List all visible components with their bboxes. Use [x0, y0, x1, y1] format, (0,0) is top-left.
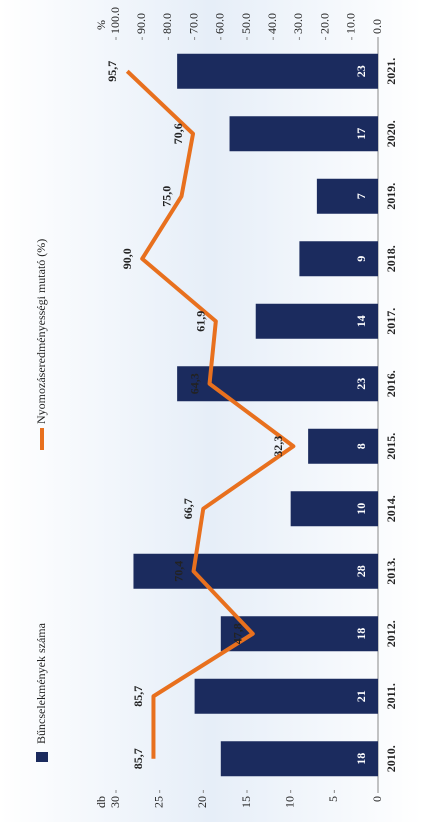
- y2-tick-label: 60.0: [213, 13, 227, 34]
- y2-tick-label: 10.0: [344, 13, 358, 34]
- bar: [177, 366, 378, 402]
- y2-tick-label: 0.0: [370, 19, 384, 34]
- line-label: 32,3: [271, 436, 285, 457]
- bar: [194, 678, 378, 714]
- bar: [220, 741, 378, 777]
- legend-swatch: [36, 752, 48, 762]
- y-tick-label: 25: [151, 796, 165, 808]
- x-tick-label: 2021.: [384, 58, 398, 85]
- bar-label: 8: [354, 443, 368, 449]
- bar: [220, 616, 378, 652]
- y2-tick-label: 90.0: [134, 13, 148, 34]
- y-tick-label: 30: [108, 796, 122, 808]
- y2-tick-label: 50.0: [239, 13, 253, 34]
- legend-label: Nyomozáseredményességi mutató (%): [34, 239, 48, 424]
- x-tick-label: 2013.: [384, 558, 398, 585]
- bar-label: 10: [354, 503, 368, 515]
- line-label: 47,8: [231, 623, 245, 644]
- y-tick-label: 5: [326, 796, 340, 802]
- bar: [308, 428, 378, 464]
- y2-tick-label: 20.0: [317, 13, 331, 34]
- x-tick-label: 2017.: [384, 308, 398, 335]
- x-tick-label: 2018.: [384, 245, 398, 272]
- plot: 0 5 10 15 20 25 30 0.0 10.0 20.0 30.0 40.0 50.0 60.0 7…: [34, 7, 398, 808]
- line-label: 85,7: [131, 748, 145, 769]
- x-tick-label: 2020.: [384, 120, 398, 147]
- y2-tick-label: 30.0: [291, 13, 305, 34]
- y2-tick-label: 40.0: [265, 13, 279, 34]
- bar: [177, 53, 378, 89]
- bar-label: 7: [354, 193, 368, 199]
- x-tick-label: 2012.: [384, 620, 398, 647]
- x-tick-label: 2016.: [384, 370, 398, 397]
- y2-tick-label: 80.0: [160, 13, 174, 34]
- y2-tick-label: 70.0: [186, 13, 200, 34]
- y-axis-label: db: [94, 796, 108, 808]
- y-tick-label: 10: [282, 796, 296, 808]
- line-label: 61,9: [194, 311, 208, 332]
- bar-label: 18: [354, 628, 368, 640]
- line-label: 90,0: [120, 248, 134, 269]
- y2-tick-label: 100.0: [108, 7, 122, 34]
- line-label: 70,6: [171, 123, 185, 144]
- y-tick-label: 20: [195, 796, 209, 808]
- line-label: 66,7: [181, 498, 195, 519]
- y2-axis-label: %: [94, 20, 108, 30]
- bar: [229, 116, 378, 152]
- x-tick-label: 2011.: [384, 683, 398, 709]
- bar-label: 23: [354, 65, 368, 77]
- bar: [299, 241, 378, 277]
- line-label: 95,7: [105, 61, 119, 82]
- y-tick-label: 15: [239, 796, 253, 808]
- line-label: 64,3: [187, 373, 201, 394]
- line: [125, 69, 296, 759]
- line-label: 85,7: [131, 686, 145, 707]
- bar-label: 23: [354, 378, 368, 390]
- legend-label: Bűncselekmények száma: [34, 622, 48, 744]
- bar: [290, 491, 378, 527]
- bar: [316, 178, 379, 214]
- x-tick-label: 2015.: [384, 433, 398, 460]
- bar: [255, 303, 379, 339]
- bar: [133, 553, 378, 589]
- bar-label: 28: [354, 565, 368, 577]
- x-tick-label: 2019.: [384, 183, 398, 210]
- line-label: 70,4: [171, 561, 185, 582]
- y-tick-label: 0: [370, 796, 384, 802]
- x-tick-label: 2014.: [384, 495, 398, 522]
- bar-label: 18: [354, 753, 368, 765]
- bar-label: 9: [354, 256, 368, 262]
- bar-label: 14: [354, 315, 368, 327]
- bar-label: 17: [354, 128, 368, 140]
- line-label: 75,0: [159, 186, 173, 207]
- bar-label: 21: [354, 690, 368, 702]
- x-tick-label: 2010.: [384, 745, 398, 772]
